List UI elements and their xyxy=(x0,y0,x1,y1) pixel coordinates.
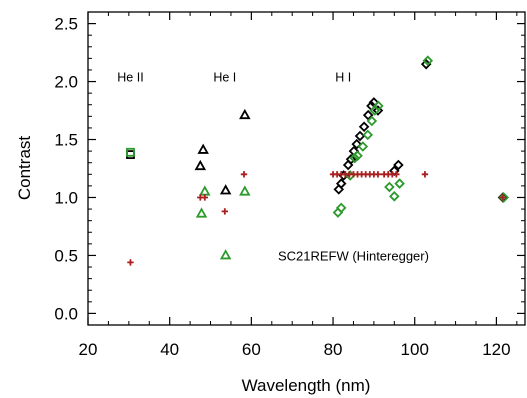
diamond-marker xyxy=(372,105,384,116)
plus-marker xyxy=(240,171,248,178)
plus-marker xyxy=(201,194,209,201)
x-tick-label: 20 xyxy=(79,340,98,359)
plus-marker xyxy=(421,171,429,178)
diamond-marker xyxy=(357,141,369,152)
diamond-marker xyxy=(362,109,374,121)
x-tick-label: 80 xyxy=(324,340,343,359)
triangle-marker xyxy=(194,159,207,171)
diamond-marker xyxy=(335,202,347,214)
plus-marker xyxy=(499,194,507,201)
diamond-marker xyxy=(422,55,434,66)
diamond-marker xyxy=(393,159,404,171)
y-tick-label: 2.0 xyxy=(54,73,78,92)
diamond-marker xyxy=(335,178,347,189)
y-axis-label: Contrast xyxy=(15,136,34,201)
triangle-marker xyxy=(239,185,251,196)
line-group-label: He II xyxy=(117,71,143,85)
diamond-marker xyxy=(349,152,360,164)
y-tick-label: 0.0 xyxy=(54,304,78,323)
diamond-marker xyxy=(351,138,363,150)
diamond-marker xyxy=(373,100,384,112)
plot-area xyxy=(87,11,526,326)
annotations: He II He I H I SC21REFW (Hinteregger) xyxy=(117,71,429,264)
plus-marker xyxy=(393,171,400,178)
line-group-label: He I xyxy=(213,71,236,85)
x-axis-label: Wavelength (nm) xyxy=(242,376,371,395)
diamond-marker xyxy=(345,153,357,165)
square-marker xyxy=(126,147,135,157)
x-tick-label: 120 xyxy=(482,340,510,359)
x-tick-label: 100 xyxy=(401,340,429,359)
diamond-marker xyxy=(498,192,510,203)
diamond-marker xyxy=(389,191,400,202)
x-tick-label: 40 xyxy=(160,340,179,359)
x-tick-label: 60 xyxy=(242,340,261,359)
triangle-marker xyxy=(197,143,209,154)
y-tick-label: 1.5 xyxy=(54,131,78,150)
x-axis-ticks: 20 40 60 80 100 120 xyxy=(79,12,518,359)
triangle-marker xyxy=(219,184,232,195)
triangle-marker xyxy=(239,108,251,120)
plus-marker xyxy=(374,171,382,178)
diamond-marker xyxy=(352,150,363,162)
plus-marker xyxy=(127,259,134,266)
line-group-label: H I xyxy=(335,71,351,85)
diamond-marker xyxy=(394,178,405,189)
plus-marker xyxy=(221,208,229,215)
data-markers xyxy=(126,55,510,266)
diamond-marker xyxy=(366,115,378,127)
y-axis-ticks: 0.0 0.5 1.0 1.5 2.0 2.5 xyxy=(54,15,525,323)
diamond-marker xyxy=(384,181,395,193)
y-tick-label: 2.5 xyxy=(54,15,78,34)
model-note-label: SC21REFW (Hinteregger) xyxy=(278,248,429,263)
diamond-marker xyxy=(362,129,374,141)
triangle-marker xyxy=(195,207,208,218)
y-tick-label: 0.5 xyxy=(54,246,78,265)
diamond-marker xyxy=(358,121,370,133)
triangle-marker xyxy=(219,249,232,260)
y-tick-label: 1.0 xyxy=(54,188,78,207)
